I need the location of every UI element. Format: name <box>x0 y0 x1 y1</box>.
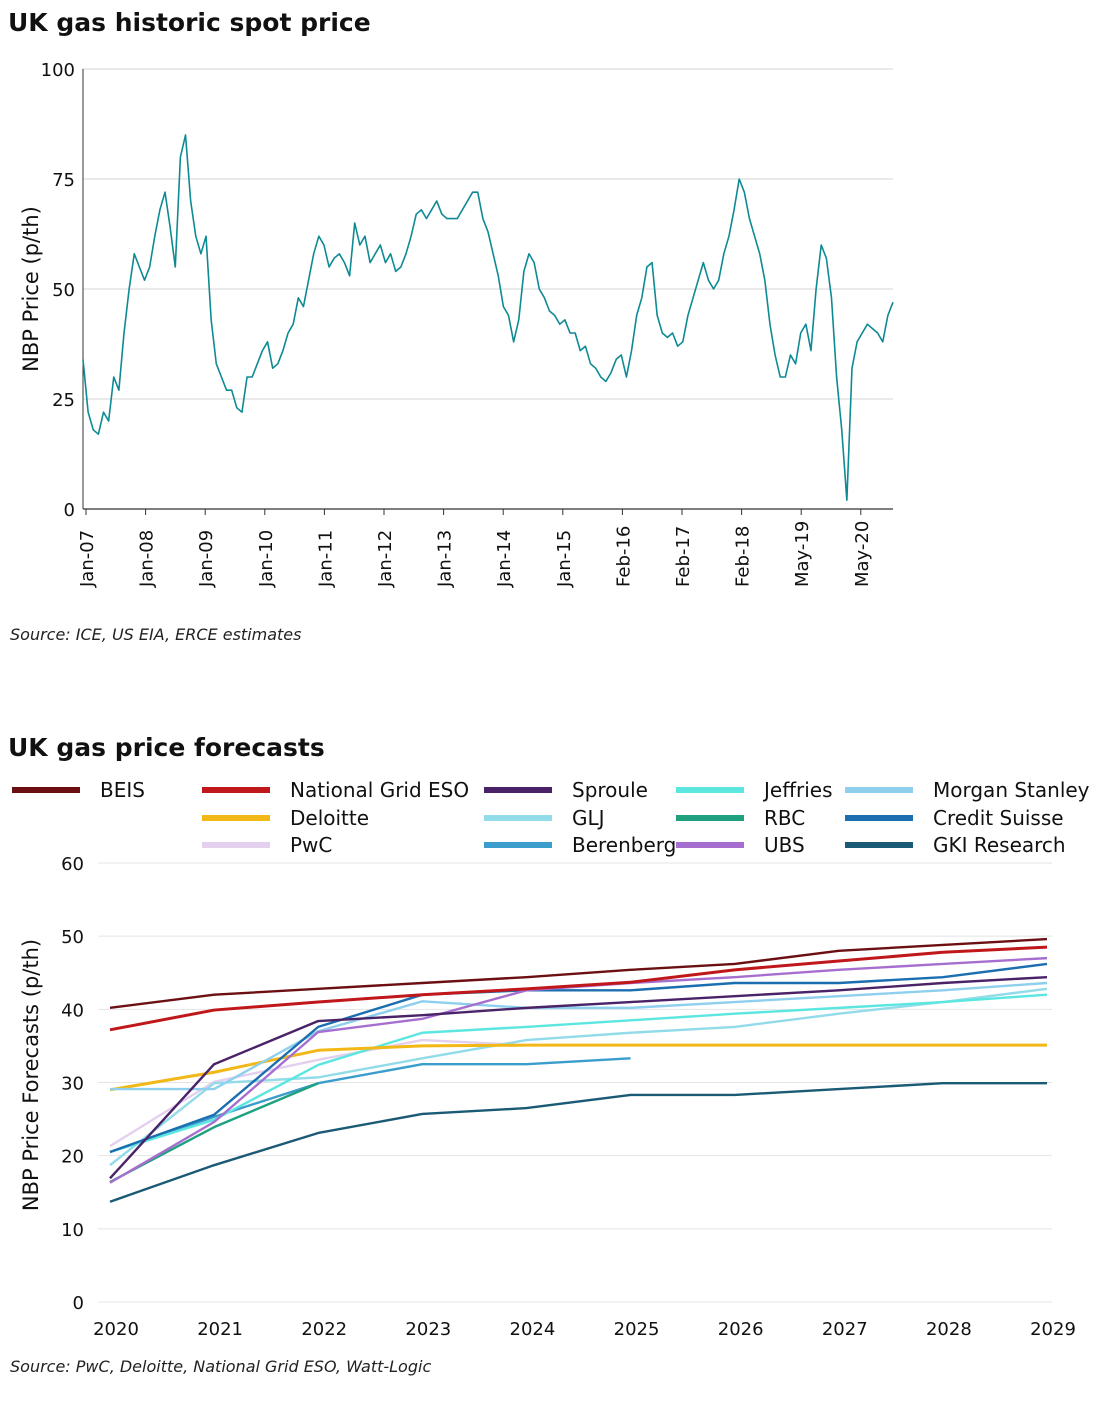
legend-item-morgan-stanley: Morgan Stanley <box>845 777 1090 803</box>
legend-label: Berenberg <box>572 833 677 857</box>
x-tick-label: 2028 <box>926 1319 972 1340</box>
x-tick-label: May-20 <box>852 521 873 587</box>
legend-label: GKI Research <box>933 833 1066 857</box>
x-tick-label: 2029 <box>1030 1319 1076 1340</box>
x-tick-label: Jan-08 <box>137 530 158 588</box>
x-tick-label: Jan-07 <box>77 530 98 588</box>
x-tick-label: 2020 <box>93 1319 139 1340</box>
legend-item-sproule: Sproule <box>484 777 648 803</box>
x-tick-label: 2023 <box>405 1319 451 1340</box>
legend-label: GLJ <box>572 806 605 830</box>
series-line-berenberg <box>109 1057 631 1154</box>
x-tick-label: 2026 <box>718 1319 764 1340</box>
y-tick-label: 50 <box>61 927 84 948</box>
legend-label: Jeffries <box>764 778 833 802</box>
legend-item-gki-research: GKI Research <box>845 832 1066 858</box>
y-tick-label: 20 <box>61 1147 84 1168</box>
legend-swatch <box>845 787 913 793</box>
legend-label: UBS <box>764 833 805 857</box>
y-axis-label: NBP Price Forecasts (p/th) <box>19 939 43 1211</box>
x-tick-label: 2021 <box>197 1319 243 1340</box>
series-line-sproule <box>109 975 1048 1180</box>
legend-swatch <box>202 815 270 821</box>
x-tick-label: 2025 <box>614 1319 660 1340</box>
y-tick-label: 10 <box>61 1220 84 1241</box>
legend-item-berenberg: Berenberg <box>484 832 676 858</box>
chart-2-source: Source: PwC, Deloitte, National Grid ESO… <box>10 1357 432 1376</box>
x-tick-label: May-19 <box>792 521 813 587</box>
chart-1-source: Source: ICE, US EIA, ERCE estimates <box>10 625 302 644</box>
legend-item-rbc: RBC <box>676 805 805 831</box>
x-tick-label: Feb-18 <box>733 526 754 587</box>
y-tick-label: 25 <box>52 390 75 411</box>
y-tick-label: 30 <box>61 1074 84 1095</box>
legend-swatch <box>484 842 552 848</box>
y-tick-label: 40 <box>61 1000 84 1021</box>
x-tick-label: Jan-14 <box>494 530 515 588</box>
legend-label: National Grid ESO <box>290 778 470 802</box>
legend-swatch <box>202 787 270 793</box>
legend-item-national-grid-eso: National Grid ESO <box>202 777 469 803</box>
legend-swatch <box>484 787 552 793</box>
legend-item-beis: BEIS <box>12 777 145 803</box>
legend-label: Deloitte <box>290 806 370 830</box>
chart-2-title: UK gas price forecasts <box>8 733 325 762</box>
x-tick-label: Feb-16 <box>613 526 634 587</box>
legend-item-ubs: UBS <box>676 832 805 858</box>
legend-swatch <box>12 787 80 793</box>
legend-item-deloitte: Deloitte <box>202 805 369 831</box>
series-line-jeffries <box>109 993 1048 1154</box>
legend-label: BEIS <box>100 778 145 802</box>
series-line-gki-research <box>109 1082 1047 1203</box>
legend-item-jeffries: Jeffries <box>676 777 833 803</box>
legend-swatch <box>484 815 552 821</box>
x-tick-label: Jan-12 <box>375 530 396 588</box>
x-tick-label: 2024 <box>510 1319 556 1340</box>
legend-label: Credit Suisse <box>933 806 1064 830</box>
x-tick-label: Jan-15 <box>554 530 575 588</box>
series-line-national-grid-eso <box>109 945 1048 1032</box>
legend-swatch <box>676 815 744 821</box>
x-tick-label: 2022 <box>301 1319 347 1340</box>
legend-swatch <box>202 842 270 848</box>
x-tick-label: Jan-13 <box>435 530 456 588</box>
legend-label: Morgan Stanley <box>933 778 1090 802</box>
x-tick-label: Jan-10 <box>256 530 277 588</box>
legend-item-pwc: PwC <box>202 832 332 858</box>
legend-item-credit-suisse: Credit Suisse <box>845 805 1064 831</box>
y-tick-label: 50 <box>52 280 75 301</box>
legend-label: Sproule <box>572 778 648 802</box>
x-tick-label: 2027 <box>822 1319 868 1340</box>
legend-swatch <box>676 787 744 793</box>
legend-swatch <box>676 842 744 848</box>
y-tick-label: 100 <box>41 60 75 81</box>
legend-swatch <box>845 842 913 848</box>
series-line-morgan-stanley <box>110 981 1048 1091</box>
x-tick-label: Feb-17 <box>673 526 694 587</box>
y-tick-label: 75 <box>52 170 75 191</box>
series-line-beis <box>109 937 1048 1010</box>
y-tick-label: 0 <box>73 1293 84 1314</box>
spot-price-line <box>82 134 894 502</box>
chart-1-title: UK gas historic spot price <box>8 8 371 37</box>
series-line-rbc <box>109 1082 319 1184</box>
y-axis-label: NBP Price (p/th) <box>19 206 43 372</box>
legend-item-glj: GLJ <box>484 805 605 831</box>
series-line-glj <box>109 987 1048 1167</box>
x-tick-label: Jan-11 <box>315 530 336 588</box>
series-line-credit-suisse <box>109 962 1048 1154</box>
legend-label: PwC <box>290 833 333 857</box>
y-tick-label: 60 <box>61 854 84 875</box>
x-tick-label: Jan-09 <box>196 530 217 588</box>
y-tick-label: 0 <box>64 500 75 521</box>
legend-label: RBC <box>764 806 806 830</box>
legend-swatch <box>845 815 913 821</box>
